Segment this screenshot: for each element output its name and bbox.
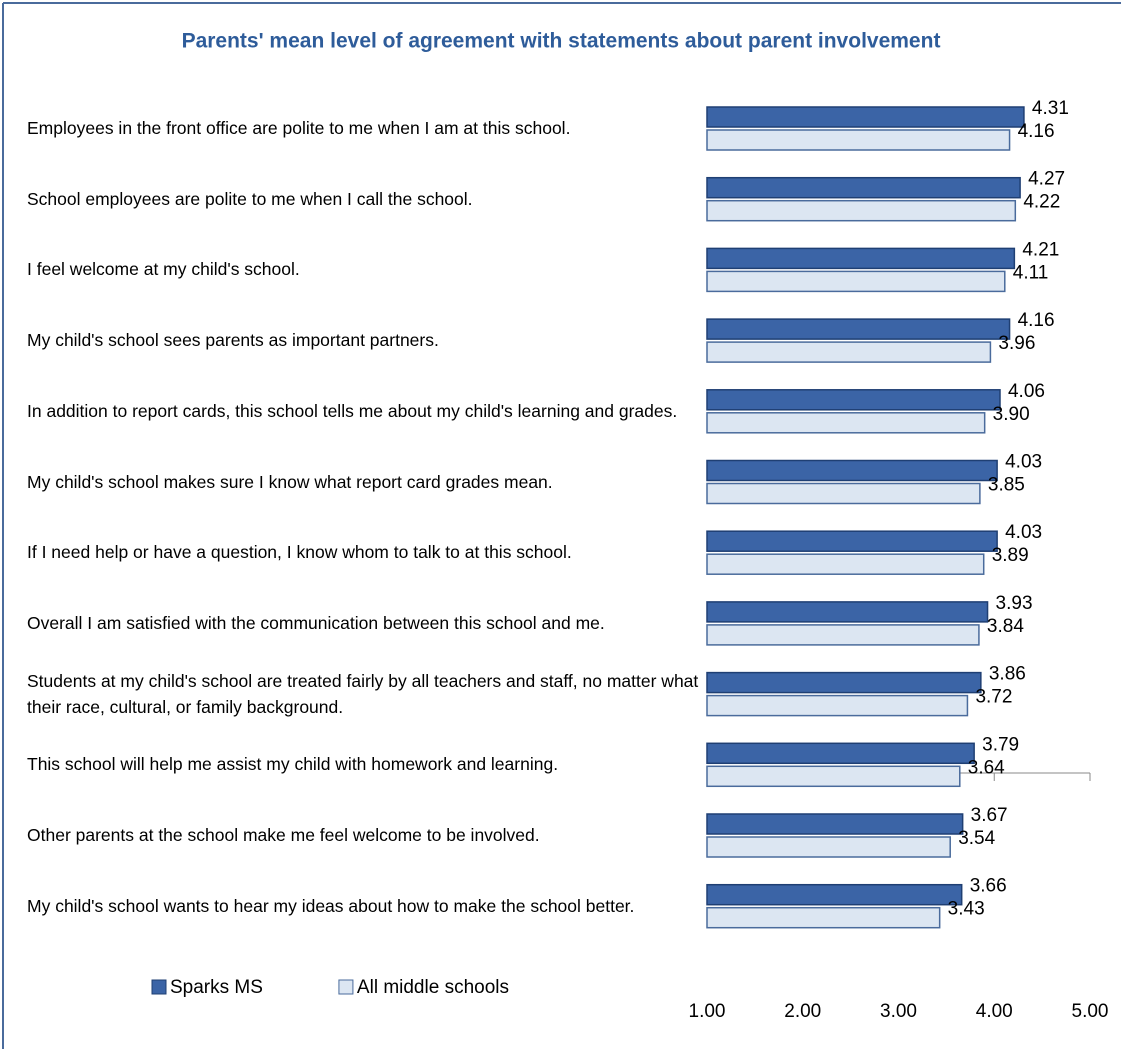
bar (706, 412, 986, 434)
bar (706, 270, 1006, 293)
category-label: If I need help or have a question, I kno… (27, 542, 572, 563)
value-label: 3.85 (988, 475, 1025, 496)
value-label: 4.16 (1018, 121, 1055, 142)
value-label: 4.27 (1028, 169, 1065, 190)
category-label: My child's school makes sure I know what… (27, 471, 553, 492)
value-label: 4.03 (1005, 452, 1042, 473)
value-label: 3.79 (982, 734, 1019, 755)
bar (706, 883, 963, 906)
value-label: 3.89 (992, 545, 1029, 566)
bar (706, 906, 941, 929)
bar (706, 482, 981, 505)
value-label: 4.31 (1032, 98, 1069, 119)
value-label: 3.43 (948, 899, 985, 920)
value-label: 4.11 (1013, 262, 1049, 283)
bar (706, 694, 969, 717)
bar (706, 553, 985, 575)
category-label: Students at my child's school are treate… (27, 670, 699, 717)
bar (706, 106, 1025, 128)
x-tick-label: 5.00 (1072, 1001, 1109, 1022)
value-label: 4.06 (1008, 381, 1045, 402)
value-label: 3.90 (993, 404, 1030, 425)
bar (706, 318, 1011, 340)
value-label: 4.21 (1022, 239, 1059, 260)
bar (706, 530, 998, 552)
value-label: 4.03 (1005, 522, 1042, 543)
value-label: 3.54 (958, 828, 995, 849)
bar (706, 742, 975, 765)
value-label: 4.16 (1018, 310, 1055, 331)
value-label: 3.66 (970, 876, 1007, 897)
category-label: I feel welcome at my child's school. (27, 259, 300, 280)
bar (706, 765, 961, 788)
value-label: 3.84 (987, 616, 1024, 637)
category-label: Employees in the front office are polite… (27, 118, 571, 138)
bar (706, 341, 992, 363)
value-label: 3.93 (996, 593, 1033, 614)
category-label: My child's school wants to hear my ideas… (27, 895, 635, 916)
category-label: In addition to report cards, this school… (27, 400, 678, 421)
x-tick-label: 4.00 (976, 1001, 1013, 1022)
legend-label: Sparks MS (170, 977, 263, 998)
value-label: 3.64 (968, 757, 1005, 778)
chart-title: Parents' mean level of agreement with st… (182, 30, 941, 53)
x-tick-label: 2.00 (784, 1001, 821, 1022)
value-label: 3.72 (975, 687, 1012, 708)
x-tick-label: 1.00 (689, 1001, 726, 1022)
category-label: Overall I am satisfied with the communic… (27, 612, 605, 633)
category-label: School employees are polite to me when I… (27, 188, 473, 209)
value-label: 3.67 (971, 805, 1008, 826)
x-tick-label: 3.00 (880, 1001, 917, 1022)
bar (706, 836, 951, 858)
bar (706, 671, 982, 694)
bar (706, 129, 1011, 151)
bar (706, 813, 964, 835)
legend-swatch (151, 979, 167, 995)
category-label: Other parents at the school make me feel… (27, 825, 540, 845)
category-label: This school will help me assist my child… (27, 754, 559, 775)
value-label: 4.22 (1023, 192, 1060, 213)
bar (706, 247, 1016, 270)
bar (706, 176, 1021, 199)
legend-label: All middle schools (357, 977, 509, 998)
bar (706, 601, 989, 623)
bar (706, 199, 1017, 222)
category-label: My child's school sees parents as import… (27, 330, 439, 351)
bar (706, 459, 998, 482)
value-label: 3.96 (998, 333, 1035, 354)
value-label: 3.86 (989, 664, 1026, 685)
bar (706, 389, 1001, 411)
bar (706, 624, 980, 646)
legend-swatch (338, 979, 354, 995)
